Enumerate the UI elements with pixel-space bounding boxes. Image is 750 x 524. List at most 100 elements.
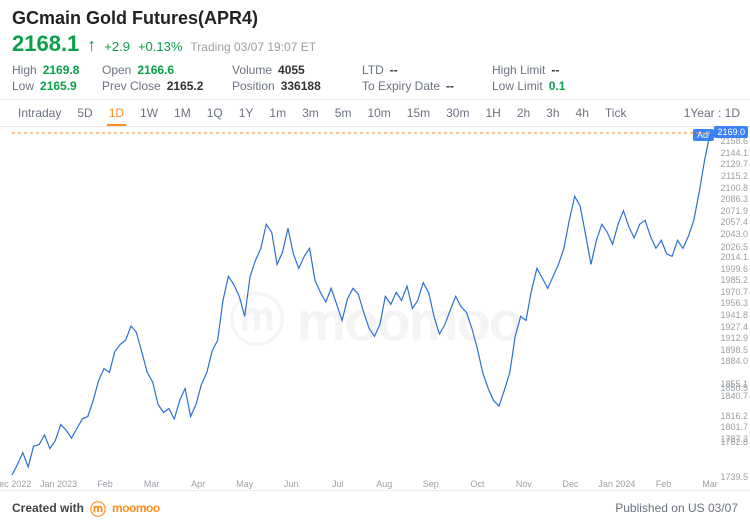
y-tick: 1816.2: [720, 411, 748, 421]
y-tick: 1840.7: [720, 391, 748, 401]
y-tick: 2071.9: [720, 206, 748, 216]
x-tick: Aug: [376, 479, 392, 489]
value-low: 2165.9: [40, 79, 77, 93]
change-pct: +0.13%: [138, 39, 182, 54]
market-status: Trading 03/07 19:07 ET: [190, 40, 316, 54]
x-tick: Jan 2023: [40, 479, 77, 489]
published-label: Published on US 03/07: [615, 501, 738, 515]
label-llim: Low Limit: [492, 79, 543, 93]
y-tick: 1898.5: [720, 345, 748, 355]
x-tick: Mar: [144, 479, 160, 489]
y-tick: 2057.4: [720, 217, 748, 227]
value-ltd: --: [390, 63, 398, 77]
tab-15m[interactable]: 15m: [399, 100, 438, 126]
y-tick: 2115.2: [721, 171, 748, 181]
x-tick: Dec: [562, 479, 578, 489]
chart-area[interactable]: ⓜ moomoo Adj 2169.02158.62144.12129.7211…: [0, 127, 750, 507]
y-tick: 2100.8: [720, 183, 748, 193]
y-tick: 1999.6: [720, 264, 748, 274]
y-tick: 1739.5: [720, 472, 748, 482]
value-open: 2166.6: [137, 63, 174, 77]
tab-intraday[interactable]: Intraday: [10, 100, 69, 126]
stats-grid: High 2169.8 Low 2165.9 Open 2166.6 Prev …: [0, 61, 750, 99]
x-tick: May: [236, 479, 253, 489]
tab-2h[interactable]: 2h: [509, 100, 538, 126]
label-prev: Prev Close: [102, 79, 161, 93]
x-tick: Feb: [97, 479, 113, 489]
footer: Created with ⓜ moomoo Published on US 03…: [0, 490, 750, 524]
y-tick: 1912.9: [720, 333, 748, 343]
period-label: 1Year : 1D: [684, 106, 740, 120]
y-tick: 1927.4: [720, 322, 748, 332]
y-tick: 1956.3: [720, 298, 748, 308]
tab-5d[interactable]: 5D: [69, 100, 100, 126]
label-hlim: High Limit: [492, 63, 545, 77]
x-tick: Jan 2024: [598, 479, 635, 489]
y-tick: 2129.7: [720, 159, 748, 169]
y-tick: 1884.0: [720, 356, 748, 366]
last-price: 2168.1: [12, 31, 79, 57]
tab-1m[interactable]: 1M: [166, 100, 199, 126]
x-tick: Apr: [191, 479, 205, 489]
y-tick: 2026.5: [720, 242, 748, 252]
value-vol: 4055: [278, 63, 305, 77]
app-frame: GCmain Gold Futures(APR4) 2168.1 ↑ +2.9 …: [0, 0, 750, 524]
label-open: Open: [102, 63, 131, 77]
x-tick: Sep: [423, 479, 439, 489]
tab-4h[interactable]: 4h: [568, 100, 597, 126]
y-tick: 1855.1: [720, 379, 748, 389]
tab-1m[interactable]: 1m: [261, 100, 294, 126]
last-price-label: 2169.0: [714, 126, 748, 138]
y-tick: 2043.0: [720, 229, 748, 239]
tab-1d[interactable]: 1D: [101, 100, 132, 126]
y-tick: 2144.1: [720, 148, 748, 158]
label-high: High: [12, 63, 37, 77]
value-hlim: --: [551, 63, 559, 77]
x-tick: Jul: [332, 479, 344, 489]
tab-1w[interactable]: 1W: [132, 100, 166, 126]
tab-1h[interactable]: 1H: [477, 100, 508, 126]
value-pos: 336188: [281, 79, 321, 93]
x-tick: Nov: [516, 479, 532, 489]
x-tick: Dec 2022: [0, 479, 31, 489]
tab-10m[interactable]: 10m: [359, 100, 398, 126]
up-arrow-icon: ↑: [87, 35, 96, 56]
tab-1q[interactable]: 1Q: [199, 100, 231, 126]
tab-3h[interactable]: 3h: [538, 100, 567, 126]
label-pos: Position: [232, 79, 275, 93]
x-tick: Feb: [656, 479, 672, 489]
price-line-chart: [0, 127, 750, 507]
label-ltd: LTD: [362, 63, 384, 77]
y-tick: 2014.1: [720, 252, 748, 262]
y-tick: 1970.7: [720, 287, 748, 297]
interval-tabs: Intraday5D1D1W1M1Q1Y1m3m5m10m15m30m1H2h3…: [0, 99, 750, 127]
created-with-label: Created with: [12, 501, 84, 515]
value-llim: 0.1: [549, 79, 566, 93]
brand-name: moomoo: [112, 501, 160, 515]
y-tick: 1782.8: [720, 437, 748, 447]
y-tick: 1801.7: [720, 422, 748, 432]
value-high: 2169.8: [43, 63, 80, 77]
header: GCmain Gold Futures(APR4) 2168.1 ↑ +2.9 …: [0, 0, 750, 61]
change-abs: +2.9: [104, 39, 130, 54]
x-tick: Jun: [284, 479, 299, 489]
created-with: Created with ⓜ moomoo: [12, 496, 160, 520]
tab-30m[interactable]: 30m: [438, 100, 477, 126]
label-low: Low: [12, 79, 34, 93]
tab-5m[interactable]: 5m: [327, 100, 360, 126]
tab-tick[interactable]: Tick: [597, 100, 635, 126]
instrument-title: GCmain Gold Futures(APR4): [12, 8, 738, 29]
y-tick: 1941.8: [720, 310, 748, 320]
value-exp: --: [446, 79, 454, 93]
tab-3m[interactable]: 3m: [294, 100, 327, 126]
label-vol: Volume: [232, 63, 272, 77]
brand-logo-icon: ⓜ: [90, 496, 106, 520]
tab-1y[interactable]: 1Y: [231, 100, 262, 126]
label-exp: To Expiry Date: [362, 79, 440, 93]
x-tick: Oct: [470, 479, 484, 489]
y-tick: 1985.2: [720, 275, 748, 285]
price-line: 2168.1 ↑ +2.9 +0.13% Trading 03/07 19:07…: [12, 31, 738, 57]
y-tick: 2086.3: [720, 194, 748, 204]
value-prev: 2165.2: [167, 79, 204, 93]
x-tick: Mar: [702, 479, 718, 489]
